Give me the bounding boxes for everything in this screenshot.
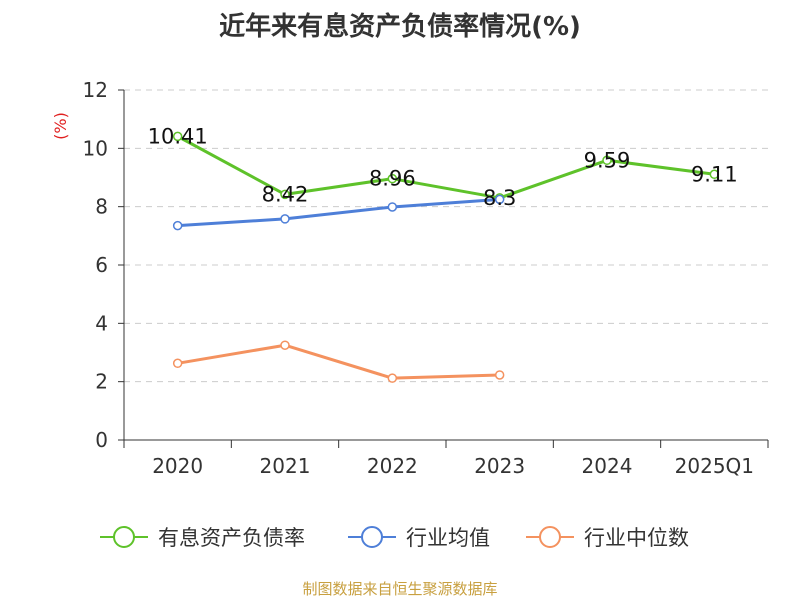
y-axis-unit-label: (%) (51, 112, 70, 140)
data-label: 9.11 (691, 162, 738, 186)
data-point (387, 173, 398, 184)
data-point (172, 220, 183, 231)
y-tick-label: 6 (95, 253, 108, 277)
data-point (172, 131, 183, 142)
data-point (280, 189, 290, 200)
series-line-debt-ratio (176, 135, 715, 200)
data-point (172, 358, 183, 369)
legend-marker (113, 526, 135, 548)
data-point (387, 373, 398, 383)
x-tick-label: 2023 (474, 454, 525, 478)
x-tick-label: 2022 (367, 454, 418, 478)
legend-label: 行业均值 (406, 526, 490, 550)
y-tick-label: 8 (95, 195, 108, 219)
y-tick-label: 10 (83, 136, 108, 160)
chart-title: 近年来有息资产负债率情况(%) (219, 12, 581, 42)
y-tick-label: 2 (95, 370, 108, 394)
data-point (280, 340, 290, 350)
x-axis-ticks: 2020 2021 2022 2023 2024 2025Q1 (123, 440, 769, 478)
data-label: 9.59 (584, 148, 631, 172)
legend: 有息资产负债率 行业均值 行业中位数 (100, 526, 689, 550)
x-tick-label: 2024 (582, 454, 633, 478)
y-tick-label: 12 (83, 78, 108, 102)
data-point (387, 202, 398, 212)
series-line-industry-median (177, 343, 500, 380)
data-label: 8.42 (262, 182, 309, 206)
data-point (280, 214, 290, 224)
legend-marker (539, 526, 561, 548)
data-point (602, 155, 612, 166)
data-point (494, 194, 505, 205)
data-point (709, 169, 720, 180)
legend-label: 行业中位数 (584, 526, 689, 550)
data-point (494, 370, 505, 380)
data-label: 8.3 (483, 186, 516, 210)
data-label: 8.96 (369, 167, 416, 191)
data-labels: 10.41 8.42 8.96 8.3 9.59 9.11 (148, 124, 738, 210)
legend-label: 有息资产负债率 (158, 526, 305, 550)
y-axis-ticks: 0 2 4 6 8 10 12 (83, 78, 124, 452)
x-tick-label: 2021 (260, 454, 311, 478)
grid-lines (124, 89, 768, 383)
legend-marker (361, 526, 383, 548)
y-tick-label: 4 (95, 311, 108, 335)
y-tick-label: 0 (95, 428, 108, 452)
source-note: 制图数据来自恒生聚源数据库 (302, 580, 498, 598)
x-tick-label: 2025Q1 (675, 454, 754, 478)
data-label: 10.41 (148, 124, 208, 148)
series-line-industry-mean (177, 197, 500, 228)
series-lines (172, 131, 720, 383)
x-tick-label: 2020 (152, 454, 203, 478)
